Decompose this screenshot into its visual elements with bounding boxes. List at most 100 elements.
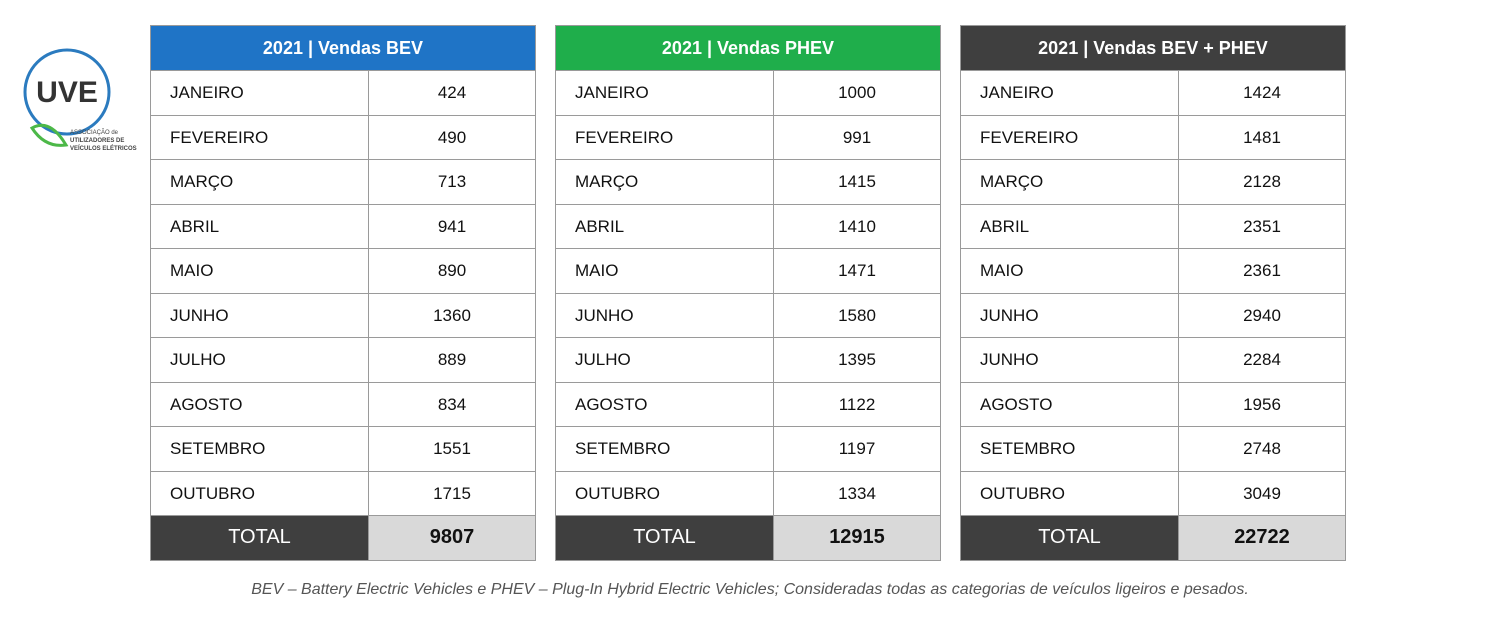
total-value: 12915: [774, 516, 940, 560]
value-cell: 941: [437, 216, 467, 236]
month-cell: MAIO: [151, 249, 369, 293]
table-row: JULHO 1395: [556, 337, 940, 382]
value-cell: 2284: [1243, 350, 1281, 369]
month-cell: JANEIRO: [961, 71, 1179, 115]
month-cell: OUTUBRO: [556, 471, 774, 515]
month-cell: JANEIRO: [151, 71, 369, 115]
logo-ring: [23, 48, 111, 136]
month-cell: MARÇO: [556, 160, 774, 204]
table-row: FEVEREIRO 1481: [961, 114, 1345, 159]
table: 2021 | Vendas BEV JANEIRO 424 FEVEREIRO 490 M…: [150, 25, 536, 561]
table-header: 2021 | Vendas PHEV: [556, 26, 940, 70]
logo: UVE ASSOCIAÇÃO de UTILIZADORES DE VEÍCUL…: [23, 48, 137, 152]
table: 2021 | Vendas BEV + PHEV JANEIRO 1424 FEVER…: [960, 25, 1346, 561]
total-row: TOTAL 12915: [556, 515, 940, 560]
month-cell: JUNHO: [961, 293, 1179, 337]
total-label: TOTAL: [151, 516, 369, 560]
month-cell: FEVEREIRO: [151, 115, 369, 159]
table-row: OUTUBRO 3049: [961, 470, 1345, 515]
month-cell: AGOSTO: [961, 382, 1179, 426]
logo-leaf: [29, 123, 69, 147]
table: 2021 | Vendas PHEV JANEIRO 1000 FEVEREIRO 99…: [555, 25, 941, 561]
month-cell: JANEIRO: [556, 71, 774, 115]
total-row: TOTAL 9807: [151, 515, 535, 560]
value-cell: 2128: [1243, 172, 1281, 191]
value-cell: 1122: [838, 394, 876, 414]
total-value: 9807: [369, 516, 535, 560]
value-cell: 890: [437, 261, 467, 280]
total-label: TOTAL: [556, 516, 774, 560]
table-row: AGOSTO 1956: [961, 381, 1345, 426]
table-row: JUNHO 1360: [151, 292, 535, 337]
month-cell: SETEMBRO: [151, 427, 369, 471]
value-cell: 1471: [838, 261, 876, 280]
month-cell: FEVEREIRO: [556, 115, 774, 159]
month-cell: MARÇO: [961, 160, 1179, 204]
value-cell: 490: [437, 127, 467, 147]
table-row: MARÇO 2128: [961, 159, 1345, 204]
value-cell: 1334: [838, 483, 876, 503]
table-row: AGOSTO 1122: [556, 381, 940, 426]
month-cell: MAIO: [961, 249, 1179, 293]
month-cell: JUNHO: [961, 338, 1179, 382]
month-cell: JUNHO: [556, 293, 774, 337]
value-cell: 1000: [838, 83, 876, 102]
month-cell: MARÇO: [151, 160, 369, 204]
footnote: BEV – Battery Electric Vehicles e PHEV –…: [251, 581, 1249, 598]
table-row: FEVEREIRO 991: [556, 114, 940, 159]
value-cell: 1395: [838, 350, 876, 369]
value-cell: 1410: [838, 216, 876, 236]
total-label: TOTAL: [961, 516, 1179, 560]
table-row: MAIO 890: [151, 248, 535, 293]
table-row: JANEIRO 1000: [556, 70, 940, 115]
table-row: MARÇO 1415: [556, 159, 940, 204]
table-row: FEVEREIRO 490: [151, 114, 535, 159]
value-cell: 1424: [1243, 83, 1281, 102]
value-cell: 424: [437, 83, 467, 102]
month-cell: JULHO: [556, 338, 774, 382]
total-row: TOTAL 22722: [961, 515, 1345, 560]
table-row: AGOSTO 834: [151, 381, 535, 426]
table-row: ABRIL 941: [151, 203, 535, 248]
logo-line: VEÍCULOS ELÉTRICOS: [70, 144, 137, 152]
logo-line: UTILIZADORES DE: [70, 138, 124, 144]
table-header: 2021 | Vendas BEV: [151, 26, 535, 70]
month-cell: JUNHO: [151, 293, 369, 337]
total-value: 22722: [1179, 516, 1345, 560]
table-row: SETEMBRO 2748: [961, 426, 1345, 471]
table-row: ABRIL 2351: [961, 203, 1345, 248]
value-cell: 1197: [838, 439, 876, 458]
value-cell: 2748: [1243, 439, 1281, 458]
table-row: JANEIRO 424: [151, 70, 535, 115]
month-cell: AGOSTO: [151, 382, 369, 426]
value-cell: 991: [842, 127, 872, 147]
table-row: SETEMBRO 1551: [151, 426, 535, 471]
value-cell: 1481: [1243, 127, 1281, 147]
logo-name: UVE: [36, 76, 98, 109]
value-cell: 1715: [433, 483, 471, 503]
month-cell: ABRIL: [961, 204, 1179, 248]
table-row: SETEMBRO 1197: [556, 426, 940, 471]
logo-line: ASSOCIAÇÃO de: [70, 129, 119, 136]
value-cell: 889: [437, 350, 467, 369]
table-row: JANEIRO 1424: [961, 70, 1345, 115]
table-row: JUNHO 2284: [961, 337, 1345, 382]
value-cell: 2940: [1243, 305, 1281, 325]
value-cell: 1551: [433, 439, 471, 458]
value-cell: 2361: [1243, 261, 1281, 280]
table-row: JUNHO 1580: [556, 292, 940, 337]
month-cell: OUTUBRO: [961, 471, 1179, 515]
month-cell: JULHO: [151, 338, 369, 382]
month-cell: ABRIL: [556, 204, 774, 248]
month-cell: SETEMBRO: [556, 427, 774, 471]
value-cell: 3049: [1243, 483, 1281, 503]
month-cell: OUTUBRO: [151, 471, 369, 515]
table-row: OUTUBRO 1334: [556, 470, 940, 515]
month-cell: MAIO: [556, 249, 774, 293]
table-row: MARÇO 713: [151, 159, 535, 204]
value-cell: 834: [437, 394, 467, 414]
value-cell: 1415: [838, 172, 876, 191]
month-cell: ABRIL: [151, 204, 369, 248]
value-cell: 1360: [433, 305, 471, 325]
